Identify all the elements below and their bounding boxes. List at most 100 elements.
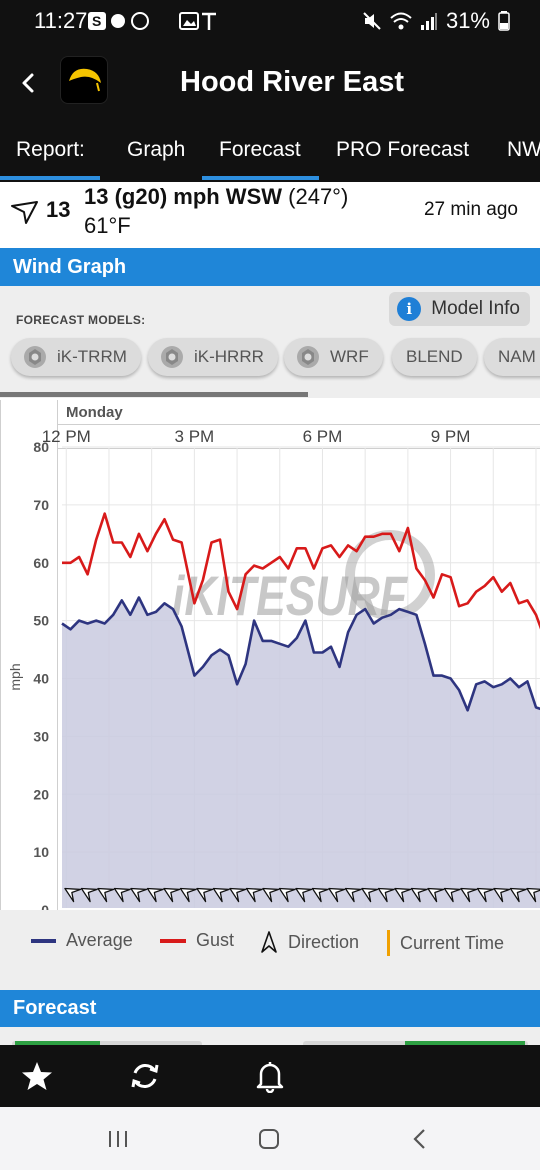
model-chip-label: iK-HRRR [194, 347, 264, 366]
page-title: Hood River East [180, 66, 404, 98]
wind-chart: Monday mph iKITESURF 0 10 20 30 40 50 60 70 80 12… [0, 400, 540, 918]
forecast-models-label: FORECAST MODELS: [16, 313, 146, 327]
direction-arrow [179, 887, 197, 903]
direction-arrow [427, 887, 445, 903]
current-conditions: 13 13 (g20) mph WSW (247°) 61°F 27 min a… [0, 182, 540, 248]
back-arrow-icon[interactable] [14, 68, 44, 98]
direction-arrow [146, 887, 164, 903]
direction-arrow-icon [261, 931, 277, 953]
model-info-button[interactable]: i Model Info [389, 292, 530, 326]
model-badge-icon [161, 346, 183, 368]
direction-arrow [130, 887, 148, 903]
direction-arrow [311, 887, 329, 903]
model-badge-icon [297, 346, 319, 368]
direction-arrow [97, 887, 115, 903]
wind-degrees: (247°) [288, 184, 349, 209]
direction-arrow [476, 887, 494, 903]
direction-arrows [64, 887, 540, 903]
models-scrollbar[interactable] [0, 392, 308, 397]
tab-forecast-indicator [202, 176, 319, 180]
home-icon[interactable] [255, 1125, 283, 1153]
model-chip-label: NAM [498, 347, 536, 366]
status-notification-icons: S [88, 10, 218, 39]
y-axis-label: mph [7, 663, 23, 690]
tab-report-indicator [0, 176, 100, 180]
wind-speed-badge: 13 [46, 197, 71, 222]
status-right: 31% [362, 8, 510, 34]
series-average-area [62, 597, 540, 908]
tab-pro-forecast[interactable]: PRO Forecast [336, 138, 470, 161]
back-nav-icon[interactable] [406, 1125, 434, 1153]
model-chip-label: BLEND [406, 347, 463, 366]
model-badge-icon [24, 346, 46, 368]
app-logo [60, 56, 108, 104]
y-tick-label: 40 [33, 671, 49, 687]
info-icon: i [397, 297, 422, 321]
model-chip-ik-hrrr[interactable]: iK-HRRR [148, 338, 278, 376]
recent-apps-icon[interactable] [104, 1125, 132, 1153]
direction-arrow [377, 887, 395, 903]
bell-icon[interactable] [253, 1059, 287, 1093]
direction-arrow [509, 887, 527, 903]
series-gust-line [62, 512, 540, 630]
x-tick-label: 12 PM [42, 427, 91, 446]
model-chip-wrf[interactable]: WRF [284, 338, 383, 376]
temperature: 61°F [84, 213, 131, 238]
direction-arrow [493, 887, 511, 903]
direction-arrow [163, 887, 181, 903]
system-nav-bar [0, 1107, 540, 1170]
model-chip-ik-trrm[interactable]: iK-TRRM [11, 338, 141, 376]
legend-direction: Direction [260, 930, 359, 954]
model-chip-nam[interactable]: NAM [484, 338, 540, 376]
status-time: 11:27 [34, 8, 88, 33]
signal-icon [420, 13, 437, 30]
direction-arrow [212, 887, 230, 903]
model-info-label: Model Info [431, 298, 520, 319]
y-tick-label: 10 [33, 844, 49, 860]
updated-time: 27 min ago [423, 199, 518, 220]
direction-arrow [295, 887, 313, 903]
wind-summary: 13 (g20) mph WSW (247°) [84, 184, 348, 210]
y-tick-label: 70 [33, 497, 49, 513]
legend-gust: Gust [160, 930, 234, 951]
x-tick-label: 3 PM [175, 427, 215, 446]
forecast-models-panel: i Model Info FORECAST MODELS: iK-TRRM iK… [0, 286, 540, 398]
forecast-card-bar [405, 1041, 525, 1045]
forecast-card-edge [12, 1041, 202, 1047]
direction-arrow [278, 887, 296, 903]
direction-arrow [229, 887, 247, 903]
direction-arrow [328, 887, 346, 903]
y-tick-label: 60 [33, 555, 49, 571]
y-tick-label: 50 [33, 613, 49, 629]
direction-arrow [443, 887, 461, 903]
tab-nw[interactable]: NW [507, 138, 540, 161]
forecast-card-bar [15, 1041, 100, 1045]
direction-arrow [196, 887, 214, 903]
direction-arrow [262, 887, 280, 903]
wind-graph-header: Wind Graph [0, 248, 540, 286]
model-chip-label: WRF [330, 347, 369, 366]
tab-report[interactable]: Report: [16, 138, 85, 161]
legend-average: Average [31, 930, 133, 951]
app-bar: Hood River East [0, 44, 540, 120]
wind-direction-icon [11, 201, 38, 224]
series-average-line [61, 596, 540, 712]
y-tick-label: 0 [41, 902, 49, 910]
legend-gust-swatch [160, 938, 186, 943]
model-chip-blend[interactable]: BLEND [392, 338, 477, 376]
star-icon[interactable] [20, 1059, 54, 1093]
direction-arrow [394, 887, 412, 903]
y-tick-label: 20 [33, 786, 49, 802]
y-tick-label: 80 [33, 439, 49, 455]
battery-icon [498, 11, 510, 31]
bottom-nav [0, 1045, 540, 1107]
legend-direction-label: Direction [288, 931, 360, 952]
direction-arrow [80, 887, 98, 903]
tab-graph[interactable]: Graph [127, 138, 186, 161]
tab-forecast[interactable]: Forecast [219, 138, 301, 161]
legend-average-swatch [31, 938, 56, 943]
legend-current-time-label: Current Time [400, 932, 505, 953]
x-tick-label: 9 PM [431, 427, 471, 446]
refresh-icon[interactable] [128, 1059, 162, 1093]
